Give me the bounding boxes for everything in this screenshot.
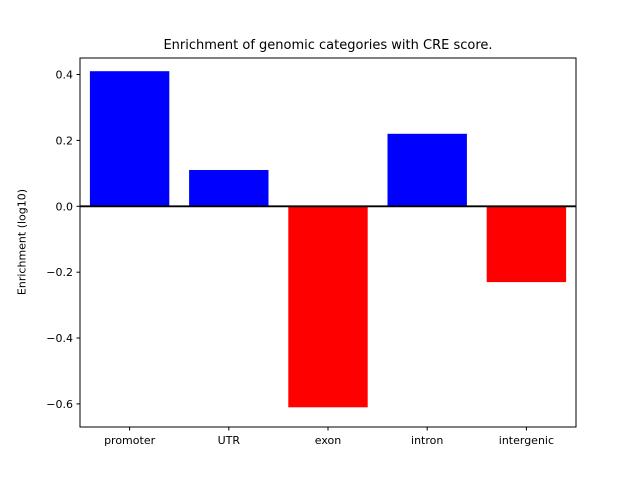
y-tick-label: −0.6: [46, 398, 73, 411]
x-tick-label-intron: intron: [411, 434, 443, 447]
y-tick-label: −0.4: [46, 332, 73, 345]
chart-title: Enrichment of genomic categories with CR…: [163, 38, 493, 53]
bar-promoter: [89, 71, 170, 207]
x-tick-label-intergenic: intergenic: [499, 434, 554, 447]
x-tick-label-promoter: promoter: [104, 434, 156, 447]
bar-UTR: [189, 170, 269, 207]
x-tick-label-exon: exon: [315, 434, 341, 447]
y-tick-label: 0.4: [56, 69, 74, 82]
bar-exon: [288, 206, 368, 408]
bar-intron: [387, 133, 467, 207]
y-tick-label: 0.0: [56, 200, 74, 213]
y-tick-label: 0.2: [56, 134, 74, 147]
bar-intergenic: [486, 206, 567, 283]
x-tick-label-UTR: UTR: [218, 434, 241, 447]
y-tick-label: −0.2: [46, 266, 73, 279]
